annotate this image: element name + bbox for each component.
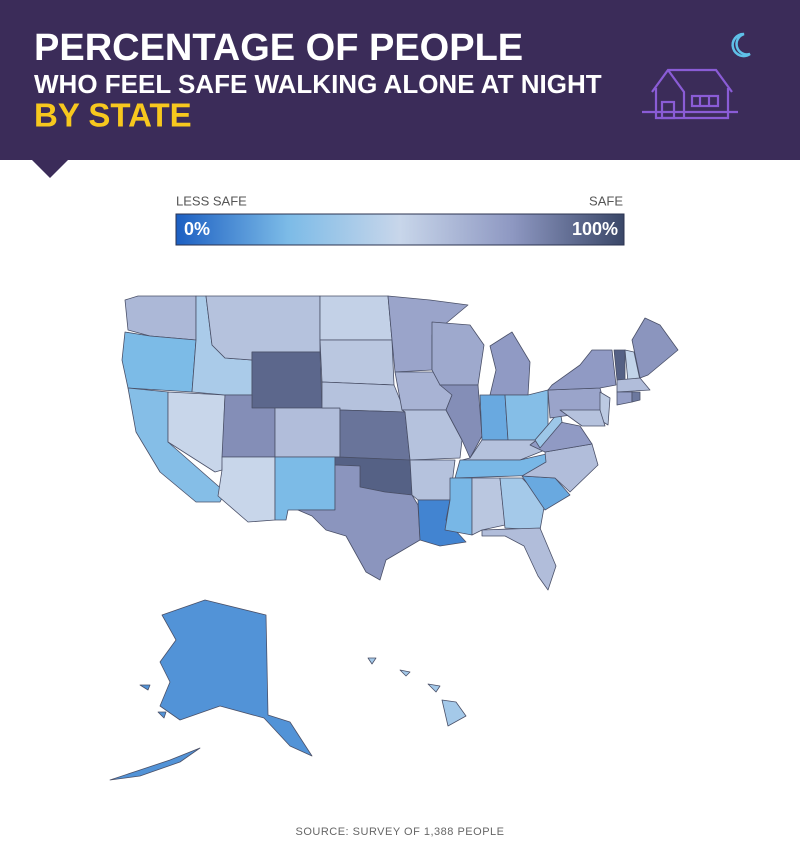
state-region <box>321 381 406 413</box>
header-band <box>0 0 800 160</box>
state-region <box>251 351 323 409</box>
subtitle: BY STATE <box>34 97 192 134</box>
state-region <box>427 683 441 693</box>
state-region <box>274 407 341 458</box>
title-line: PERCENTAGE OF PEOPLE <box>34 27 523 69</box>
state-region <box>399 669 411 677</box>
legend-high-label: SAFE <box>589 193 623 208</box>
state-region <box>409 459 456 501</box>
moon-icon <box>731 32 751 58</box>
state-region <box>159 599 313 757</box>
state-region <box>109 747 201 781</box>
state-region <box>616 377 651 393</box>
house-icon <box>642 68 738 120</box>
state-region <box>479 394 509 441</box>
state-region <box>481 527 557 591</box>
state-region <box>616 391 633 406</box>
state-region <box>319 339 395 386</box>
state-region <box>444 477 473 536</box>
state-region <box>441 699 467 727</box>
state-region <box>631 317 679 379</box>
state-region <box>631 391 641 403</box>
state-region <box>367 657 377 665</box>
state-region <box>613 349 626 381</box>
header-notch <box>32 160 68 178</box>
source: SOURCE: SURVEY OF 1,388 PEOPLE <box>295 826 504 838</box>
state-region <box>547 349 617 391</box>
state-region <box>521 443 599 493</box>
state-region <box>439 384 483 459</box>
state-region <box>297 464 421 581</box>
legend-tick-label: 0% <box>184 219 210 239</box>
state-region <box>471 477 506 536</box>
legend-low-label: LESS SAFE <box>176 193 247 208</box>
state-region <box>489 331 531 396</box>
state-region <box>559 409 606 427</box>
state-region <box>431 321 485 386</box>
state-region <box>339 409 411 461</box>
state-region <box>205 295 321 361</box>
state-region <box>121 331 197 393</box>
legend-gradient <box>175 213 625 246</box>
legend-tick-label: 100% <box>572 219 618 239</box>
title-line: WHO FEEL SAFE WALKING ALONE AT NIGHT <box>34 69 602 99</box>
state-region <box>157 711 167 719</box>
state-region <box>139 684 151 691</box>
state-region <box>319 295 393 341</box>
state-region <box>217 456 276 523</box>
